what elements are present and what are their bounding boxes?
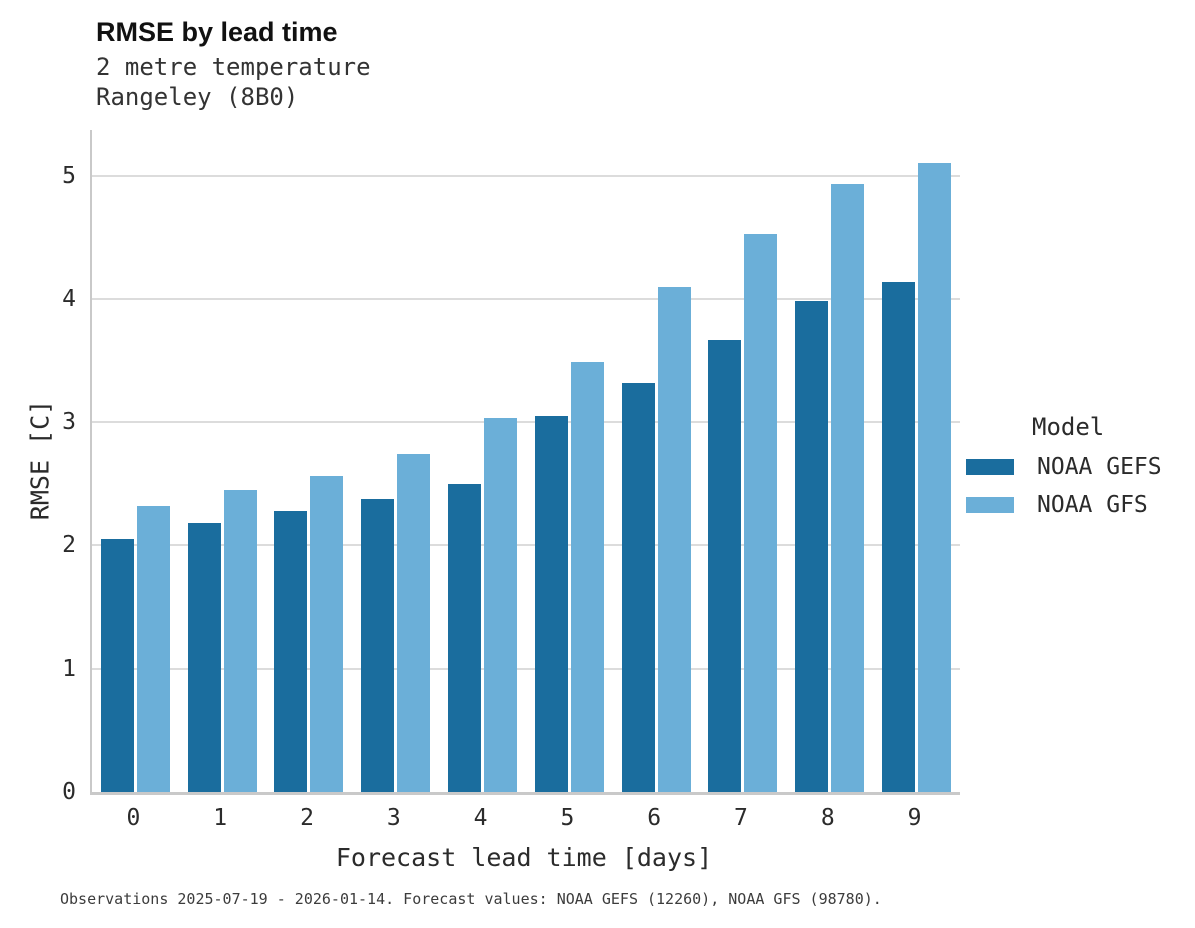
legend: Model NOAA GEFS NOAA GFS [966, 412, 1195, 518]
bar-noaa-gefs-lead-6 [621, 382, 655, 792]
gridline-y-3 [92, 421, 960, 424]
y-tick-label-1: 1 [62, 655, 76, 682]
bar-group-4 [448, 130, 518, 792]
bar-noaa-gefs-lead-4 [448, 483, 482, 792]
x-axis-tick-labels: 0 1 2 3 4 5 6 7 8 9 [90, 799, 958, 837]
chart-title: RMSE by lead time [96, 17, 338, 47]
bar-noaa-gefs-lead-1 [187, 523, 221, 792]
bar-group-5 [534, 130, 604, 792]
bar-noaa-gefs-lead-3 [361, 498, 395, 792]
bar-noaa-gefs-lead-0 [100, 539, 134, 792]
gridline-y-2 [92, 544, 960, 547]
legend-item-noaa-gefs: NOAA GEFS [966, 454, 1195, 480]
footnote: Observations 2025-07-19 - 2026-01-14. Fo… [60, 890, 882, 908]
bar-noaa-gfs-lead-2 [310, 476, 344, 792]
bar-group-2 [274, 130, 344, 792]
x-tick-label-0: 0 [126, 805, 141, 831]
y-tick-label-2: 2 [62, 532, 76, 559]
legend-item-label: NOAA GEFS [1037, 454, 1162, 480]
bar-noaa-gefs-lead-7 [708, 339, 742, 792]
bar-group-0 [100, 130, 170, 792]
bar-series-container [92, 130, 960, 792]
legend-title: Model [1032, 413, 1105, 441]
plot-area [90, 130, 960, 795]
bar-noaa-gfs-lead-8 [831, 184, 865, 792]
x-tick-label-5: 5 [560, 805, 575, 831]
gridline-y-4 [92, 297, 960, 300]
x-tick-label-3: 3 [386, 805, 401, 831]
legend-swatch-noaa-gefs [966, 459, 1014, 475]
gridline-y-5 [92, 174, 960, 177]
y-tick-label-0: 0 [62, 779, 76, 805]
legend-rows: NOAA GEFS NOAA GFS [966, 454, 1195, 518]
bar-noaa-gefs-lead-9 [882, 281, 916, 792]
legend-item-label: NOAA GFS [1037, 492, 1148, 518]
bar-noaa-gefs-lead-5 [534, 416, 568, 792]
bar-noaa-gefs-lead-8 [795, 301, 829, 792]
bar-group-8 [795, 130, 865, 792]
bar-noaa-gfs-lead-7 [744, 233, 778, 792]
chart-subtitle-line-2: Rangeley (8B0) [96, 83, 299, 111]
legend-item-noaa-gfs: NOAA GFS [966, 492, 1195, 518]
legend-swatch-noaa-gfs [966, 497, 1014, 513]
x-tick-label-2: 2 [300, 805, 314, 831]
bar-noaa-gefs-lead-2 [274, 510, 308, 792]
x-tick-label-8: 8 [820, 805, 835, 831]
chart-subtitle-line-1: 2 metre temperature [96, 53, 371, 81]
bar-group-7 [708, 130, 778, 792]
bar-group-6 [621, 130, 691, 792]
bar-noaa-gfs-lead-6 [657, 286, 691, 792]
x-tick-label-1: 1 [213, 805, 228, 831]
x-tick-label-4: 4 [473, 805, 488, 831]
chart-header: RMSE by lead time 2 metre temperature Ra… [96, 16, 371, 112]
bar-group-3 [361, 130, 431, 792]
x-tick-label-9: 9 [907, 805, 922, 831]
bar-noaa-gfs-lead-4 [484, 418, 518, 792]
y-tick-label-4: 4 [62, 285, 76, 312]
bar-noaa-gfs-lead-5 [570, 361, 604, 792]
x-tick-label-7: 7 [734, 805, 748, 831]
bar-group-9 [882, 130, 952, 792]
bar-noaa-gfs-lead-1 [223, 489, 257, 792]
bar-group-1 [187, 130, 257, 792]
bar-noaa-gfs-lead-0 [136, 506, 170, 792]
chart-subtitle: 2 metre temperature Rangeley (8B0) [96, 52, 371, 112]
bar-noaa-gfs-lead-3 [397, 454, 431, 792]
y-axis-tick-labels: 0 1 2 3 4 5 [0, 130, 76, 804]
y-tick-label-5: 5 [62, 162, 76, 189]
y-tick-label-3: 3 [62, 409, 76, 436]
bar-noaa-gfs-lead-9 [918, 163, 952, 792]
x-tick-label-6: 6 [647, 805, 662, 831]
gridline-y-1 [92, 667, 960, 670]
x-axis-label: Forecast lead time [days] [335, 843, 713, 872]
